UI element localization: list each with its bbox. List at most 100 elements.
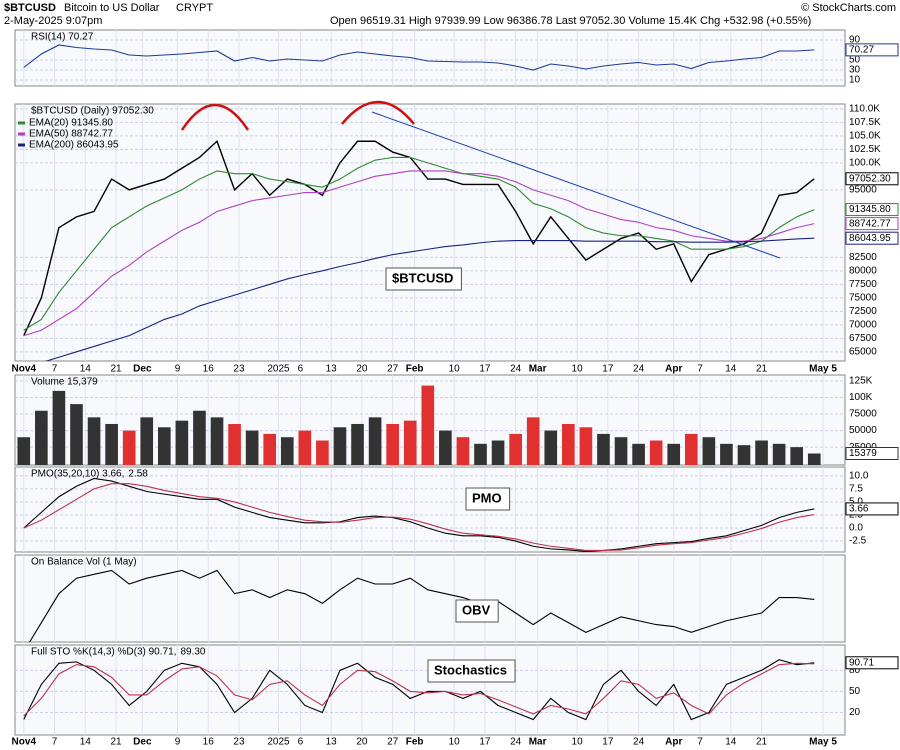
- y-tick-label: 50: [849, 55, 861, 66]
- date: 2-May-2025 9:07pm: [4, 15, 102, 27]
- x-tick-label: 9: [175, 364, 181, 375]
- last-value-label: 91345.80: [849, 204, 891, 215]
- bar: [87, 417, 101, 465]
- x-tick-label: 10: [572, 364, 584, 375]
- bar: [632, 443, 645, 465]
- last-value-label: 3.66: [849, 504, 869, 515]
- y-tick-label: 77500: [849, 279, 877, 290]
- last-value-label: 90.71: [849, 657, 874, 668]
- y-tick-label: 50: [849, 686, 861, 697]
- last-value-box: [845, 446, 899, 460]
- credit: © StockCharts.com: [801, 2, 896, 14]
- panel: [14, 554, 846, 643]
- bar: [755, 440, 768, 465]
- exchange: CRYPT: [176, 2, 213, 14]
- y-tick-label: 67500: [849, 333, 877, 344]
- x-tick-label: 10: [449, 737, 461, 748]
- y-tick-label: 100K: [849, 392, 873, 403]
- bar: [597, 433, 610, 465]
- x-tick-label: 20: [356, 737, 368, 748]
- y-tick-label: 80: [849, 665, 861, 676]
- bar: [175, 420, 189, 465]
- series-group: [17, 385, 821, 465]
- x-tick-label: 24: [510, 364, 522, 375]
- bar: [684, 433, 698, 465]
- x-tick-label: 14: [725, 737, 737, 748]
- bar: [263, 433, 277, 465]
- x-tick-label: 14: [725, 364, 737, 375]
- line: [23, 659, 815, 721]
- bar: [228, 423, 241, 465]
- y-tick-label: 65000: [849, 346, 877, 357]
- line: [23, 483, 815, 551]
- bar: [351, 423, 364, 465]
- y-tick-label: 95000: [849, 184, 877, 195]
- symbol-name: Bitcoin to US Dollar: [64, 2, 160, 14]
- x-tick-label: 16: [203, 364, 215, 375]
- last-value-label: 86043.95: [849, 233, 891, 244]
- x-tick-label: 20: [356, 364, 368, 375]
- x-tick-label: 14: [80, 737, 92, 748]
- annotation: OBV: [462, 602, 491, 617]
- x-tick-label: Mar: [529, 737, 547, 748]
- panel: [14, 644, 846, 736]
- x-tick-label: 2025: [267, 737, 290, 748]
- series-group: [23, 44, 815, 71]
- y-tick-label: 5.0: [849, 497, 863, 508]
- annotation: $BTCUSD: [392, 270, 453, 285]
- last-value-box: [845, 656, 899, 670]
- x-tick-label: 6: [298, 364, 304, 375]
- y-tick-label: 90: [849, 35, 861, 46]
- y-tick-label: 107.5K: [849, 117, 881, 128]
- x-tick-label: 21: [110, 364, 122, 375]
- annotation-box: [427, 659, 516, 683]
- panel-title: Volume 15,379: [31, 377, 98, 388]
- bar: [579, 427, 593, 465]
- bar: [720, 443, 733, 465]
- y-tick-label: 0.0: [849, 523, 863, 534]
- last-value-box: [845, 231, 899, 245]
- panel: [14, 466, 846, 553]
- x-tick-label: 24: [633, 737, 645, 748]
- y-tick-label: 70000: [849, 319, 877, 330]
- line: [44, 237, 815, 361]
- bar: [772, 443, 786, 465]
- bar: [509, 433, 522, 465]
- line: [23, 140, 815, 336]
- x-tick-label: Dec: [133, 737, 152, 748]
- x-tick-label: 7: [52, 364, 58, 375]
- x-tick-label: Nov4: [12, 364, 37, 375]
- bar: [386, 423, 399, 465]
- x-tick-label: 14: [80, 364, 92, 375]
- y-tick-label: 72500: [849, 306, 877, 317]
- bar: [474, 443, 487, 465]
- bar: [562, 423, 575, 465]
- line: [23, 170, 815, 337]
- last-value-box: [845, 203, 899, 217]
- y-tick-label: 125K: [849, 376, 873, 387]
- x-tick-label: 17: [602, 737, 614, 748]
- x-tick-label: 7: [52, 737, 58, 748]
- line: [23, 662, 815, 717]
- line: [23, 156, 815, 331]
- y-tick-label: 110.0K: [849, 103, 880, 114]
- annotation: Stochastics: [434, 662, 507, 677]
- bar: [316, 440, 329, 465]
- bar: [491, 440, 505, 465]
- x-tick-label: Feb: [406, 737, 424, 748]
- panel-title: $BTCUSD (Daily) 97052.30: [31, 106, 154, 117]
- bar: [667, 443, 681, 465]
- x-tick-label: 7: [697, 737, 703, 748]
- x-tick-label: 17: [479, 364, 491, 375]
- bar: [105, 423, 118, 465]
- bar: [421, 385, 435, 465]
- x-tick-label: 21: [756, 737, 768, 748]
- bar: [702, 437, 716, 465]
- x-tick-label: 27: [387, 737, 399, 748]
- x-tick-label: 13: [326, 364, 338, 375]
- bar: [614, 437, 628, 465]
- last-value-label: 97052.30: [849, 173, 891, 184]
- series-group: [28, 569, 815, 642]
- x-tick-label: 10: [572, 737, 584, 748]
